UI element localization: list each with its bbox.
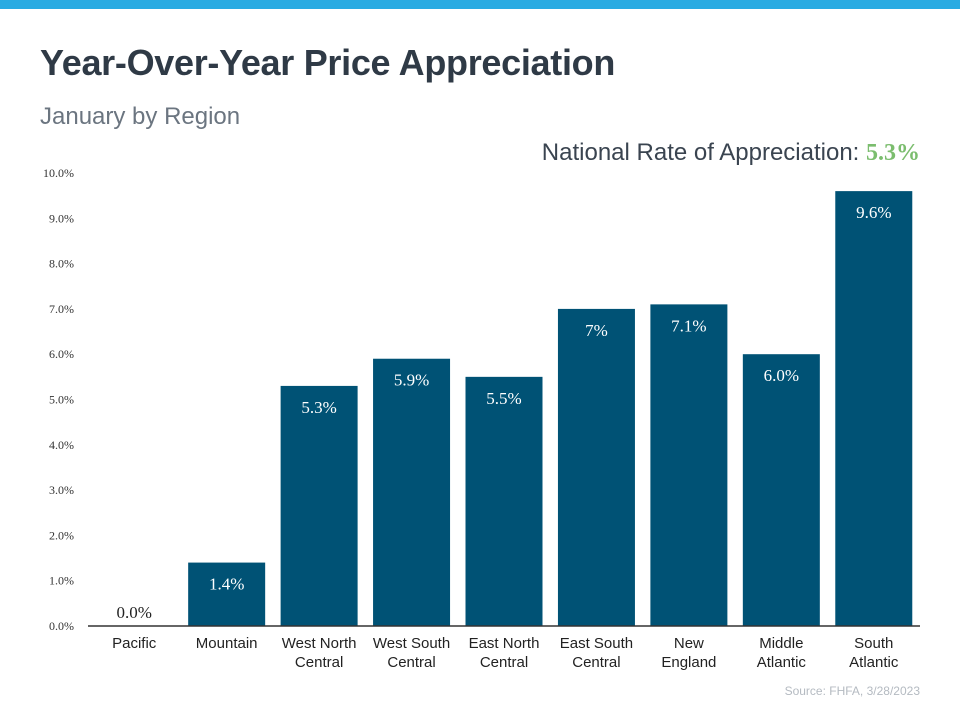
x-tick-label-line: Atlantic bbox=[757, 654, 807, 671]
x-tick-label: New England bbox=[661, 635, 716, 671]
national-rate-label: National Rate of Appreciation: bbox=[541, 139, 860, 166]
x-tick-label-line: Atlantic bbox=[849, 654, 899, 671]
x-tick-label-line: Middle bbox=[759, 635, 803, 652]
source-note: Source: FHFA, 3/28/2023 bbox=[784, 684, 920, 698]
y-tick-label: 0.0% bbox=[49, 619, 74, 633]
y-tick-label: 9.0% bbox=[49, 211, 74, 225]
bar bbox=[280, 385, 358, 626]
x-tick-label-line: Pacific bbox=[112, 635, 157, 652]
bar bbox=[835, 191, 913, 626]
y-tick-label: 6.0% bbox=[49, 347, 74, 361]
bar bbox=[188, 562, 266, 626]
x-tick-label-line: Mountain bbox=[196, 635, 258, 652]
chart-subtitle: January by Region bbox=[40, 103, 241, 130]
x-tick-label: East North Central bbox=[469, 635, 540, 671]
bar bbox=[465, 376, 543, 626]
x-tick-label-line: Central bbox=[387, 654, 435, 671]
y-tick-label: 1.0% bbox=[49, 574, 74, 588]
data-label: 1.4% bbox=[209, 575, 244, 594]
national-rate-value: 5.3% bbox=[866, 140, 920, 166]
x-tick-label-line: Central bbox=[295, 654, 343, 671]
x-tick-label-line: West South bbox=[373, 635, 450, 652]
x-tick-label: West South Central bbox=[373, 635, 450, 671]
data-label: 5.9% bbox=[394, 371, 429, 390]
data-label: 5.3% bbox=[301, 398, 336, 417]
bar bbox=[742, 354, 820, 626]
bar bbox=[373, 358, 451, 626]
y-tick-label: 8.0% bbox=[49, 257, 74, 271]
x-tick-label: Mountain bbox=[196, 635, 258, 652]
bar bbox=[557, 308, 635, 626]
x-tick-label-line: West North bbox=[282, 635, 357, 652]
x-tick-label-line: New bbox=[674, 635, 704, 652]
y-tick-label: 7.0% bbox=[49, 302, 74, 316]
x-tick-label: Pacific bbox=[112, 635, 157, 652]
national-rate: National Rate of Appreciation: 5.3% bbox=[542, 139, 920, 167]
bar bbox=[650, 304, 728, 626]
x-tick-label: South Atlantic bbox=[849, 635, 899, 671]
y-tick-label: 2.0% bbox=[49, 528, 74, 542]
data-label: 6.0% bbox=[764, 366, 799, 385]
x-tick-label: Middle Atlantic bbox=[757, 635, 807, 671]
data-label: 7% bbox=[585, 321, 608, 340]
x-tick-label-line: Central bbox=[572, 654, 620, 671]
data-label: 0.0% bbox=[117, 603, 152, 622]
data-label: 9.6% bbox=[856, 203, 891, 222]
chart-title: Year-Over-Year Price Appreciation bbox=[40, 42, 616, 83]
y-tick-label: 4.0% bbox=[49, 438, 74, 452]
y-tick-label: 5.0% bbox=[49, 393, 74, 407]
y-tick-label: 10.0% bbox=[43, 166, 74, 180]
x-tick-label: West North Central bbox=[282, 635, 357, 671]
x-tick-label-line: South bbox=[854, 635, 893, 652]
x-tick-label-line: East North bbox=[469, 635, 540, 652]
data-label: 7.1% bbox=[671, 316, 706, 335]
x-tick-label: East South Central bbox=[560, 635, 633, 671]
x-tick-label-line: England bbox=[661, 654, 716, 671]
top-accent-stripe bbox=[0, 0, 960, 9]
data-label: 5.5% bbox=[486, 389, 521, 408]
y-tick-label: 3.0% bbox=[49, 483, 74, 497]
x-tick-label-line: East South bbox=[560, 635, 633, 652]
x-tick-label-line: Central bbox=[480, 654, 528, 671]
